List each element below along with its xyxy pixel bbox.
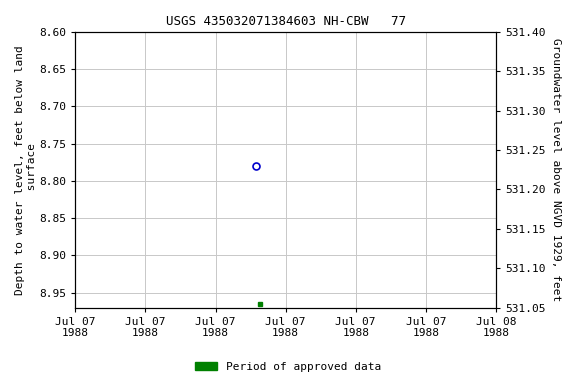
Y-axis label: Depth to water level, feet below land
 surface: Depth to water level, feet below land su… — [15, 45, 37, 295]
Y-axis label: Groundwater level above NGVD 1929, feet: Groundwater level above NGVD 1929, feet — [551, 38, 561, 301]
Legend: Period of approved data: Period of approved data — [191, 358, 385, 377]
Title: USGS 435032071384603 NH-CBW   77: USGS 435032071384603 NH-CBW 77 — [166, 15, 406, 28]
